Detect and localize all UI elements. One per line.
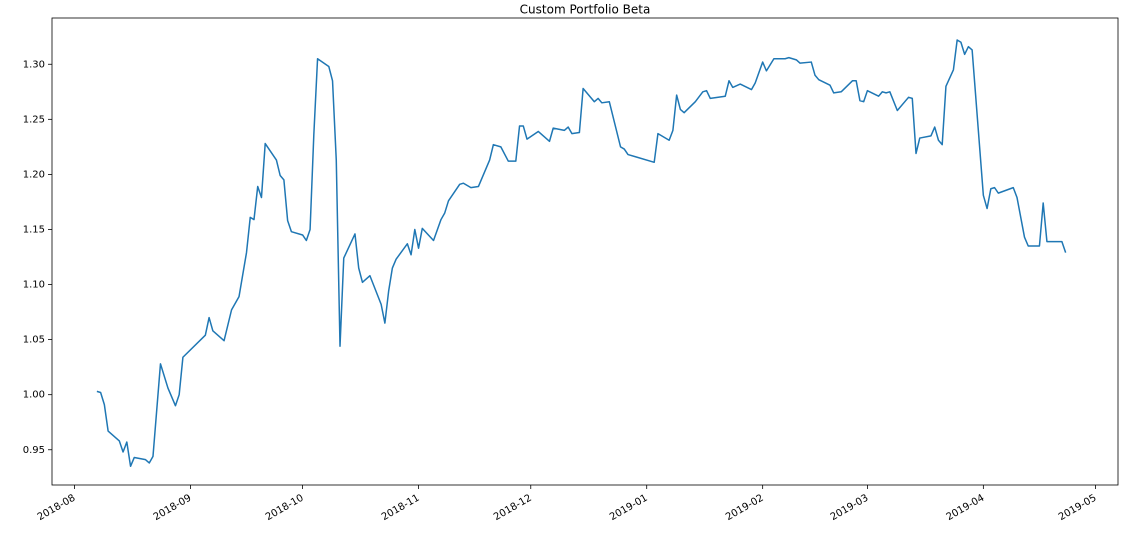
x-tick-label: 2018-09 bbox=[152, 493, 194, 523]
x-tick-label: 2019-04 bbox=[945, 493, 987, 523]
x-tick-label: 2018-11 bbox=[380, 493, 422, 523]
x-tick-label: 2019-01 bbox=[608, 493, 650, 523]
x-tick-label: 2018-10 bbox=[264, 493, 306, 523]
x-tick-label: 2018-08 bbox=[36, 493, 78, 523]
x-tick-label: 2019-02 bbox=[724, 493, 766, 523]
y-tick-label: 1.25 bbox=[23, 114, 45, 125]
y-tick-label: 1.00 bbox=[23, 390, 45, 401]
y-tick-label: 1.10 bbox=[23, 280, 45, 291]
x-tick-label: 2019-05 bbox=[1057, 493, 1099, 523]
y-tick-label: 1.15 bbox=[23, 224, 45, 235]
x-tick-label: 2019-03 bbox=[829, 493, 871, 523]
y-tick-label: 1.30 bbox=[23, 59, 45, 70]
x-tick-label: 2018-12 bbox=[492, 493, 534, 523]
y-tick-label: 1.05 bbox=[23, 335, 45, 346]
y-tick-label: 0.95 bbox=[23, 445, 45, 456]
plot-frame bbox=[51, 17, 1119, 486]
y-tick-label: 1.20 bbox=[23, 169, 45, 180]
chart-title: Custom Portfolio Beta bbox=[520, 3, 651, 17]
data-line bbox=[96, 39, 1067, 468]
